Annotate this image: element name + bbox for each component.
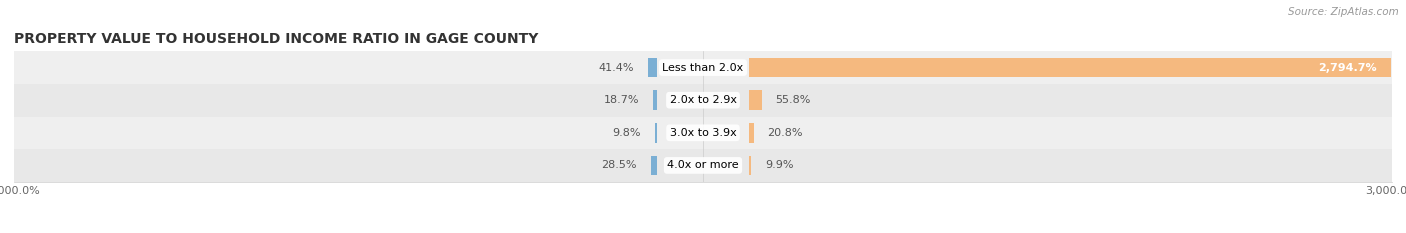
Bar	[14, 149, 1392, 182]
Bar	[648, 58, 657, 77]
Text: 18.7%: 18.7%	[603, 95, 638, 105]
Bar	[14, 116, 1392, 149]
Text: 2,794.7%: 2,794.7%	[1319, 63, 1376, 72]
Text: 41.4%: 41.4%	[599, 63, 634, 72]
Text: Source: ZipAtlas.com: Source: ZipAtlas.com	[1288, 7, 1399, 17]
Text: 20.8%: 20.8%	[768, 128, 803, 138]
Text: 3.0x to 3.9x: 3.0x to 3.9x	[669, 128, 737, 138]
Bar	[14, 84, 1392, 116]
Bar	[652, 90, 657, 110]
Bar	[749, 123, 754, 143]
Text: 28.5%: 28.5%	[602, 161, 637, 170]
Text: PROPERTY VALUE TO HOUSEHOLD INCOME RATIO IN GAGE COUNTY: PROPERTY VALUE TO HOUSEHOLD INCOME RATIO…	[14, 32, 538, 46]
Text: 4.0x or more: 4.0x or more	[668, 161, 738, 170]
Text: Less than 2.0x: Less than 2.0x	[662, 63, 744, 72]
Bar	[749, 58, 1391, 77]
Text: 55.8%: 55.8%	[776, 95, 811, 105]
Bar	[651, 156, 657, 175]
Bar	[749, 156, 751, 175]
Bar	[14, 51, 1392, 84]
Bar	[749, 90, 762, 110]
Bar	[655, 123, 657, 143]
Text: 2.0x to 2.9x: 2.0x to 2.9x	[669, 95, 737, 105]
Text: 9.8%: 9.8%	[613, 128, 641, 138]
Text: 9.9%: 9.9%	[765, 161, 793, 170]
